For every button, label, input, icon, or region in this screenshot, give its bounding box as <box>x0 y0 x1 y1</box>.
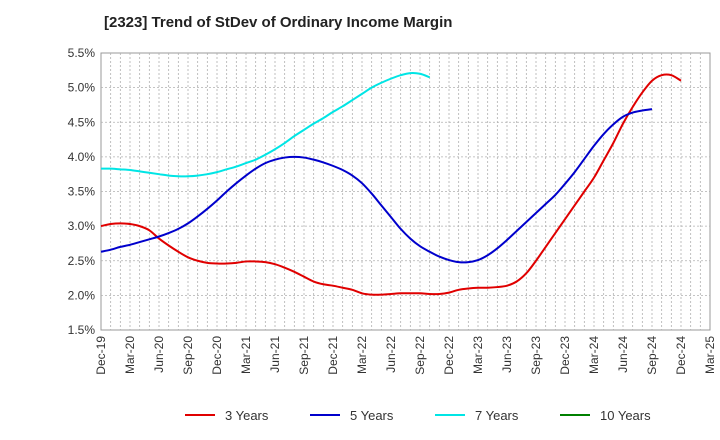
legend-label-10-years: 10 Years <box>600 408 651 423</box>
x-tick-label: Dec-20 <box>210 336 224 375</box>
y-tick-label: 3.0% <box>68 219 96 233</box>
y-tick-label: 2.5% <box>68 254 96 268</box>
y-tick-label: 2.0% <box>68 288 96 302</box>
x-tick-label: Sep-22 <box>413 336 427 375</box>
x-tick-label: Sep-20 <box>181 336 195 375</box>
series-line-5-years <box>100 108 653 264</box>
series-line-7-years <box>100 71 431 178</box>
chart-title: [2323] Trend of StDev of Ordinary Income… <box>104 14 453 31</box>
x-tick-label: Mar-25 <box>703 336 717 374</box>
x-tick-label: Mar-24 <box>587 336 601 374</box>
x-tick-label: Mar-21 <box>239 336 253 374</box>
legend-label-7-years: 7 Years <box>475 408 519 423</box>
x-tick-label: Jun-24 <box>616 336 630 373</box>
y-tick-label: 1.5% <box>68 323 96 337</box>
x-tick-label: Mar-22 <box>355 336 369 374</box>
y-tick-label: 4.0% <box>68 150 96 164</box>
x-tick-label: Jun-23 <box>500 336 514 373</box>
y-tick-label: 4.5% <box>68 115 96 129</box>
legend-layer: 3 Years 5 Years 7 Years 10 Years <box>185 408 651 423</box>
axis-layer: 1.5% 2.0% 2.5% 3.0% 3.5% 4.0% 4.5% 5.0% 5.5% Dec-… <box>68 46 717 375</box>
y-tick-label: 3.5% <box>68 185 96 199</box>
y-tick-label: 5.5% <box>68 46 96 60</box>
x-tick-label: Dec-21 <box>326 336 340 375</box>
x-tick-label: Sep-21 <box>297 336 311 375</box>
x-tick-label: Sep-24 <box>645 336 659 375</box>
grid-layer <box>100 52 711 331</box>
x-tick-label: Jun-21 <box>268 336 282 373</box>
x-tick-label: Dec-23 <box>558 336 572 375</box>
x-tick-label: Sep-23 <box>529 336 543 375</box>
x-tick-label: Dec-19 <box>94 336 108 375</box>
x-tick-label: Jun-22 <box>384 336 398 373</box>
x-tick-label: Mar-23 <box>471 336 485 374</box>
x-tick-label: Mar-20 <box>123 336 137 374</box>
y-tick-label: 5.0% <box>68 81 96 95</box>
x-tick-label: Jun-20 <box>152 336 166 373</box>
x-tick-label: Dec-22 <box>442 336 456 375</box>
x-tick-label: Dec-24 <box>674 336 688 375</box>
legend-label-3-years: 3 Years <box>225 408 269 423</box>
series-line-3-years <box>100 73 682 296</box>
series-layer <box>100 71 682 296</box>
legend-label-5-years: 5 Years <box>350 408 394 423</box>
